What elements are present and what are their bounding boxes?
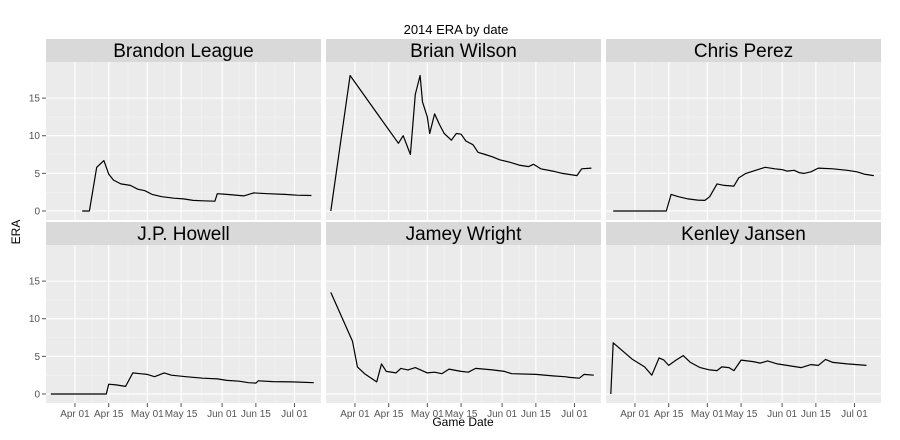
facet-panel: Chris Perez <box>606 39 881 220</box>
x-tick-label: Jun 01 <box>207 409 237 420</box>
panel-background <box>606 62 881 220</box>
facet-strip <box>46 222 321 245</box>
facet-strip-label: Jamey Wright <box>406 224 523 245</box>
x-tick-label: Jul 01 <box>561 409 588 420</box>
facet-strip <box>326 39 601 62</box>
y-tick-label: 0 <box>34 206 40 217</box>
facet-strip-label: J.P. Howell <box>137 224 230 245</box>
chart-title: 2014 ERA by date <box>404 22 509 37</box>
y-tick-label: 5 <box>34 352 40 363</box>
x-tick-label: Jul 01 <box>281 409 308 420</box>
facet-panels: Brandon League Brian Wilson Chris Perez J.P… <box>46 39 881 403</box>
facet-strip-label: Brian Wilson <box>410 41 517 62</box>
x-tick-label: Jun 01 <box>487 409 517 420</box>
x-tick-label: Jun 01 <box>767 409 797 420</box>
facet-panel: J.P. Howell <box>46 222 321 403</box>
facet-strip <box>606 39 881 62</box>
x-tick-label: May 01 <box>691 409 724 420</box>
era-line <box>50 372 314 395</box>
era-line <box>82 160 312 212</box>
x-tick-label: Apr 01 <box>60 409 90 420</box>
facet-strip-label: Kenley Jansen <box>681 224 806 245</box>
facet-panel: Kenley Jansen <box>606 222 881 403</box>
era-line <box>330 292 594 383</box>
x-tick-label: May 15 <box>725 409 758 420</box>
facet-strip-label: Brandon League <box>113 41 254 62</box>
x-tick-label: May 01 <box>411 409 444 420</box>
panel-background <box>326 62 601 220</box>
facet-panel: Brian Wilson <box>326 39 601 220</box>
y-tick-label: 5 <box>34 169 40 180</box>
facet-strip <box>606 222 881 245</box>
x-tick-label: Apr 15 <box>654 409 684 420</box>
era-line <box>610 342 867 395</box>
panel-background <box>606 245 881 403</box>
era-line <box>330 74 592 212</box>
y-tick-label: 15 <box>29 94 41 105</box>
x-tick-label: Apr 01 <box>620 409 650 420</box>
x-tick-label: Apr 01 <box>340 409 370 420</box>
x-tick-label: Jul 01 <box>841 409 868 420</box>
panel-background <box>46 245 321 403</box>
x-axis-ticks: Apr 01 Apr 15 May 01 May 15 Jun 01 Jun 15 Jul … <box>60 403 868 420</box>
x-tick-label: Jun 15 <box>241 409 271 420</box>
x-tick-label: Apr 15 <box>94 409 124 420</box>
y-tick-label: 0 <box>34 389 40 400</box>
y-tick-label: 10 <box>29 131 41 142</box>
panel-background <box>326 245 601 403</box>
x-tick-label: Jun 15 <box>521 409 551 420</box>
x-tick-label: Jun 15 <box>801 409 831 420</box>
y-axis-ticks: 0 5 10 15 0 5 10 15 <box>29 94 46 400</box>
panel-background <box>46 62 321 220</box>
x-tick-label: May 15 <box>445 409 478 420</box>
facet-strip <box>326 222 601 245</box>
y-tick-label: 15 <box>29 277 41 288</box>
x-tick-label: May 01 <box>131 409 164 420</box>
x-tick-label: May 15 <box>165 409 198 420</box>
facet-panel: Brandon League <box>46 39 321 220</box>
facet-strip <box>46 39 321 62</box>
facet-panel: Jamey Wright <box>326 222 601 403</box>
era-line <box>613 166 874 212</box>
y-axis-title: ERA <box>9 220 23 245</box>
x-tick-label: Apr 15 <box>374 409 404 420</box>
facet-strip-label: Chris Perez <box>694 41 793 62</box>
x-axis-title: Game Date <box>432 415 494 429</box>
y-tick-label: 10 <box>29 314 41 325</box>
